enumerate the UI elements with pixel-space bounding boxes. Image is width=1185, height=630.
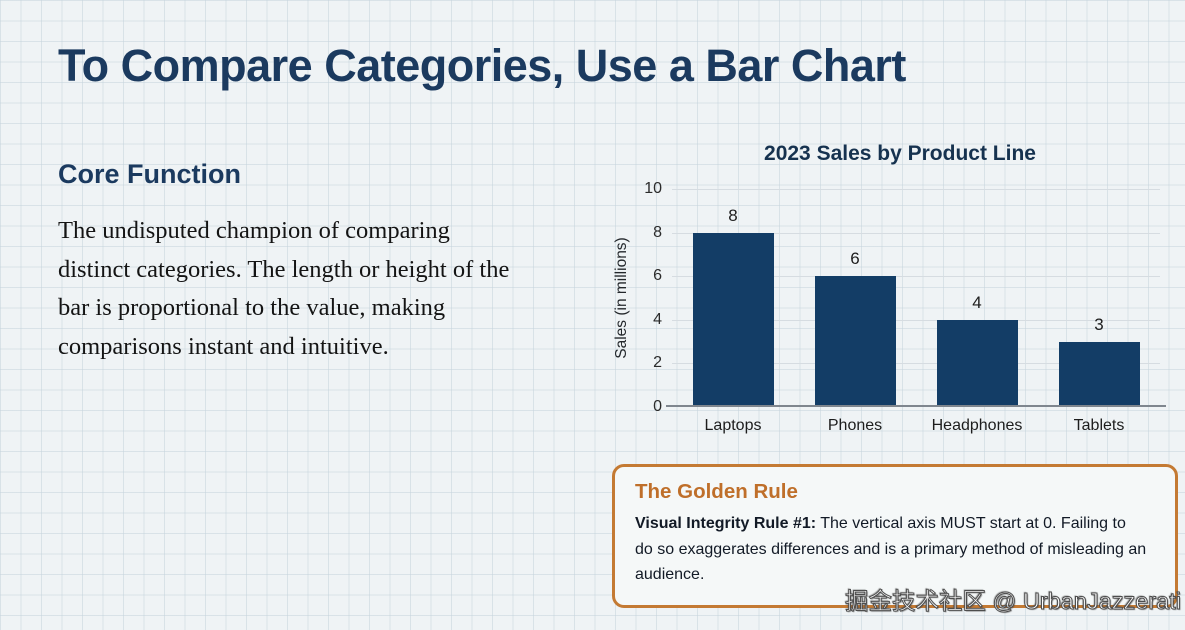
x-axis-line [666, 405, 1166, 407]
core-function-heading: Core Function [58, 159, 241, 189]
ytick-label-6: 6 [653, 267, 662, 285]
bar-phones [814, 276, 896, 405]
category-label-phones: Phones [827, 417, 883, 434]
ytick-label-2: 2 [653, 354, 662, 372]
category-label-tablets: Tablets [1073, 417, 1125, 434]
golden-rule-body: Visual Integrity Rule #1: The vertical a… [635, 511, 1147, 588]
category-label-headphones: Headphones [931, 417, 1023, 434]
bar-laptops [692, 232, 774, 405]
ytick-label-4: 4 [653, 310, 662, 328]
bar-value-phones: 6 [850, 249, 860, 269]
bar-chart: 2023 Sales by Product Line Sales (in mil… [612, 133, 1172, 463]
watermark: 掘金技术社区 @ UrbanJazzerati [845, 588, 1182, 615]
bar-headphones [936, 319, 1018, 405]
gridline-y8 [672, 232, 1160, 234]
golden-rule-text: The vertical axis MUST start at 0. Faili… [635, 515, 1147, 583]
bar-value-tablets: 3 [1094, 314, 1104, 334]
gridline-y4 [672, 319, 1160, 321]
page-title: To Compare Categories, Use a Bar Chart [58, 40, 906, 91]
chart-plot-area: 0 2 4 6 8 10 8 Laptops 6 Phones 4 Headphones 3 Tablet… [644, 180, 1166, 434]
bar-value-laptops: 8 [728, 205, 738, 225]
gridline-y10 [672, 189, 1160, 190]
category-label-laptops: Laptops [704, 417, 762, 434]
bar-tablets [1058, 341, 1140, 405]
core-function-body: The undisputed champion of comparing dis… [58, 217, 510, 360]
gridline-y6 [672, 276, 1160, 278]
chart-title: 2023 Sales by Product Line [764, 142, 1036, 165]
ytick-label-8: 8 [653, 223, 662, 241]
gridline-y2 [672, 363, 1160, 365]
y-axis-label: Sales (in millions) [613, 237, 630, 359]
bar-value-headphones: 4 [972, 292, 982, 312]
ytick-label-0: 0 [653, 398, 662, 415]
golden-rule-heading: The Golden Rule [635, 480, 798, 503]
golden-rule-lead: Visual Integrity Rule #1: [635, 515, 817, 532]
golden-rule-callout: The Golden Rule Visual Integrity Rule #1… [612, 464, 1178, 608]
ytick-label-10: 10 [644, 180, 662, 197]
